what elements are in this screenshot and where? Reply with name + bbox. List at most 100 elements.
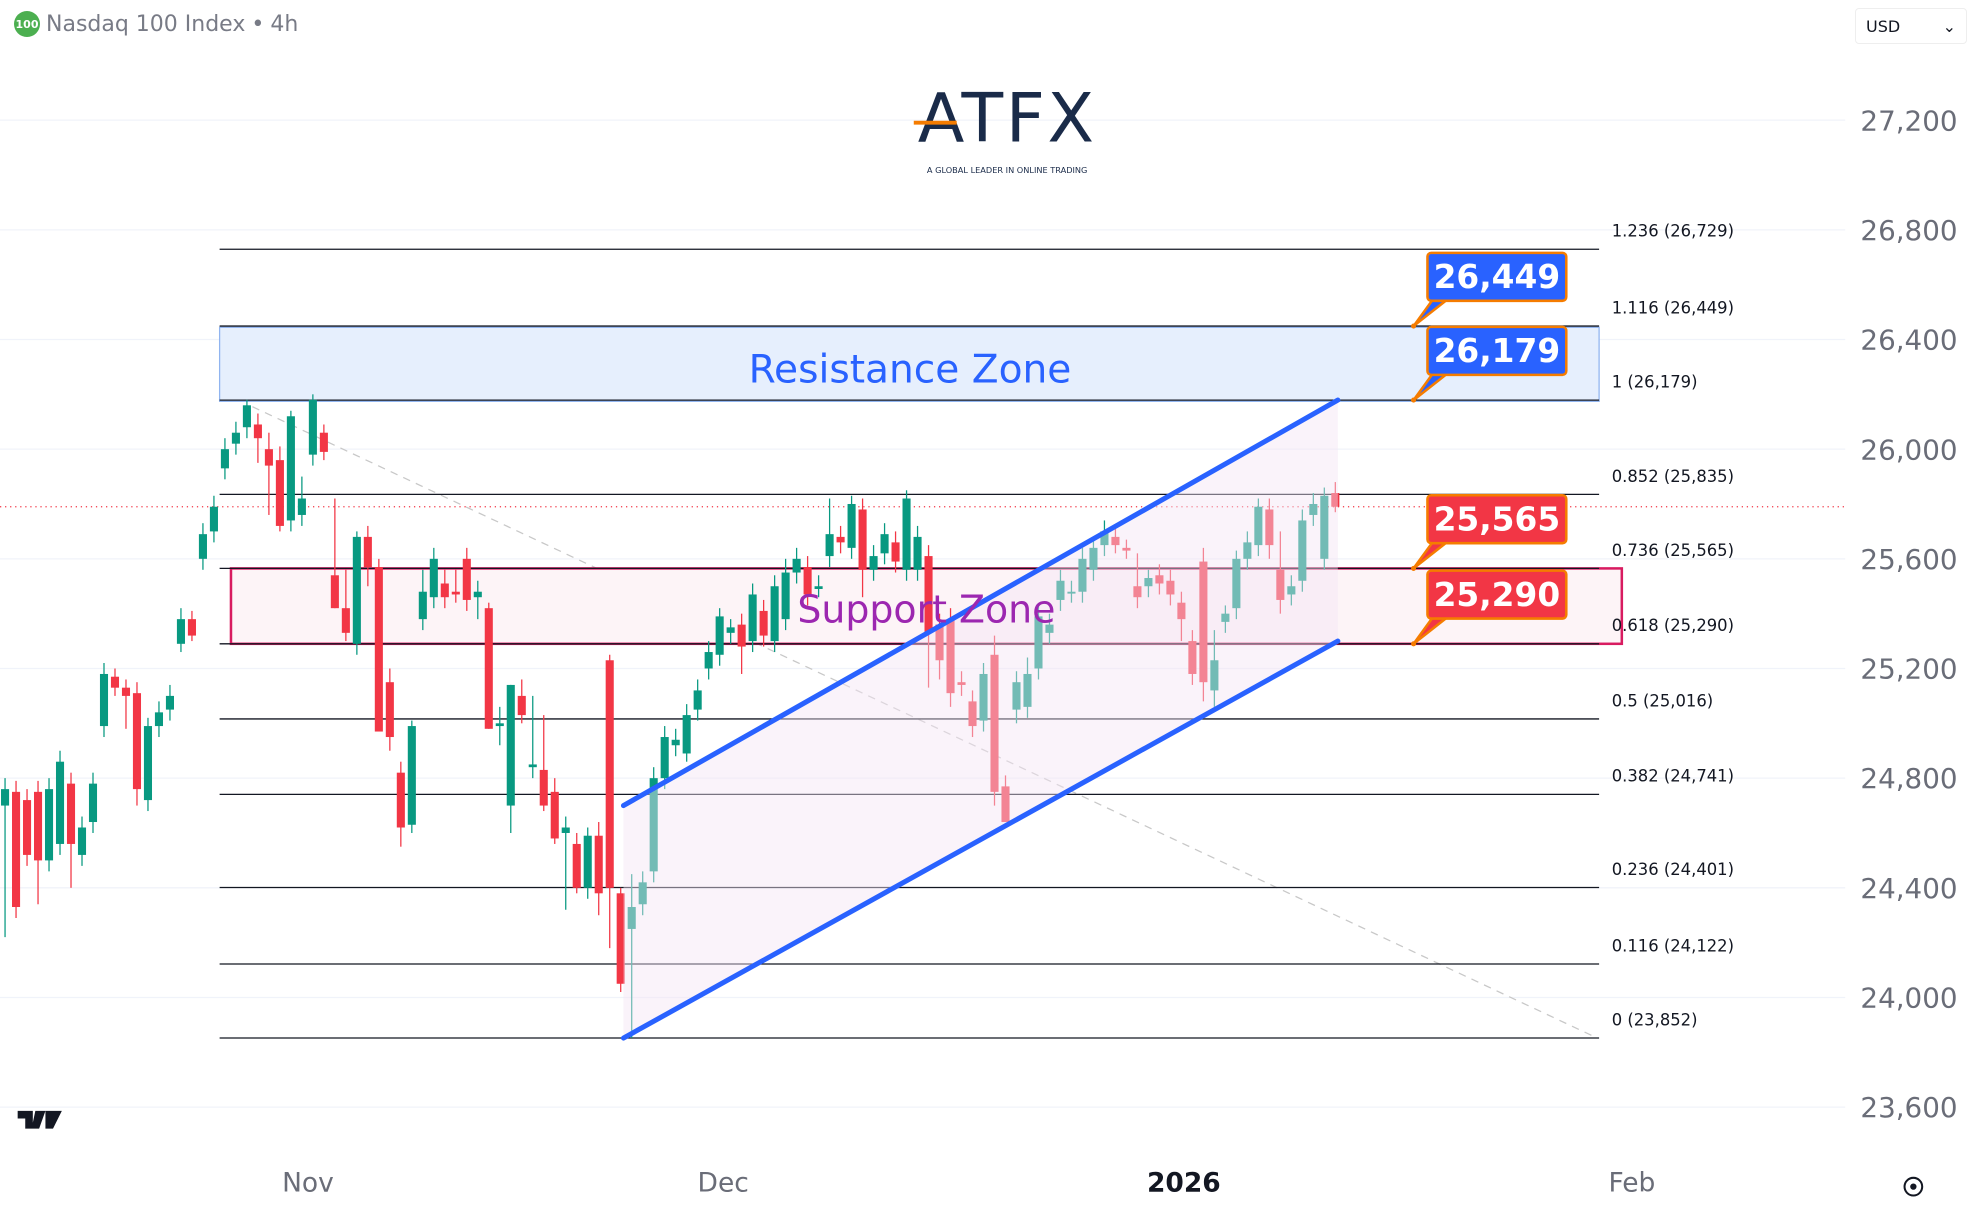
fib-label: 0.382 (24,741) [1612,767,1734,786]
candle-body [66,783,76,844]
price-callouts: 26,449 26,179 25,565 25,290 [1411,251,1568,647]
candle [792,547,801,584]
candle-body [682,715,691,754]
price-callout: 26,179 [1411,325,1568,403]
candle [1001,775,1010,823]
channel-upper-line [620,397,1341,809]
price-tick-label: 24,000 [1860,982,1957,1015]
candle-body [187,619,196,636]
candle [407,720,416,833]
candle-body [605,660,614,888]
price-callout: 26,449 [1411,251,1568,329]
candle [154,701,164,738]
candle [572,832,581,894]
candle [528,695,537,779]
candle-body [1100,531,1109,546]
candle-body [308,399,317,455]
candle [902,490,911,581]
candle-body [583,835,592,888]
candle [429,547,438,609]
candle [121,679,131,729]
candle-body [550,791,559,839]
symbol-header[interactable]: 100 Nasdaq 100 Index • 4h [14,11,298,37]
candle [1177,591,1186,642]
candle [1166,569,1175,606]
candle [264,432,273,515]
candle-body [759,610,768,636]
fib-label: 0.236 (24,401) [1612,860,1734,879]
candle-body [297,498,306,515]
candle [55,750,65,855]
candle-body [990,654,999,792]
candle-body [1298,520,1307,581]
candle-body [440,583,449,598]
candle [803,556,812,606]
candle [1023,657,1032,718]
candle-body [847,503,856,548]
ascending-channel[interactable] [620,397,1341,1041]
callout-value: 26,449 [1434,258,1561,296]
candle-body [473,591,482,598]
interval: 4h [270,11,299,37]
fib-label: 1.116 (26,449) [1612,298,1734,317]
candle [990,635,999,806]
fib-label: 0.852 (25,835) [1612,467,1734,486]
candle [704,641,713,680]
atfx-tagline: A GLOBAL LEADER IN ONLINE TRADING [927,165,1087,175]
candle [814,575,823,598]
candle-body [132,693,142,790]
candle [1,778,10,938]
candle-body [1089,547,1098,570]
support-zone-label: Support Zone [797,587,1055,631]
candle [924,545,933,688]
candle [1199,547,1208,702]
candle [1067,580,1076,603]
candle-body [737,624,746,647]
candle [517,679,526,724]
candle [451,569,460,603]
candle [319,424,328,461]
candle [1155,564,1164,595]
candle [682,704,691,762]
candle [495,706,504,746]
candle [583,827,592,899]
candle-body [1111,536,1120,546]
currency-value: USD [1866,16,1901,36]
time-axis[interactable]: Nov Dec 2026 Feb [282,1168,1655,1199]
separator: • [251,11,265,37]
candle-body [1199,561,1208,683]
price-axis[interactable]: 27,200 26,800 26,400 26,000 25,600 25,200 24,8… [1860,104,1957,1124]
candle-body [1001,786,1010,823]
candle-body [726,627,735,633]
candle-body [1188,641,1197,674]
candle [462,547,471,611]
candle [1045,613,1054,644]
price-tick-label: 25,200 [1860,653,1957,686]
candle-body [55,761,65,844]
candle [231,421,240,455]
price-tick-label: 25,600 [1860,543,1957,576]
candle [1254,498,1263,557]
tradingview-logo[interactable] [17,1110,62,1129]
candle [979,663,988,732]
candle [1034,605,1043,680]
candle-body [506,684,515,806]
candle-body [814,586,823,589]
candle [957,671,966,696]
candle [22,789,32,866]
candle [1298,509,1307,592]
callout-box [1426,251,1568,303]
callout-anchor [1411,641,1417,647]
candle-body [396,772,405,828]
candle-body [1067,591,1076,594]
currency-select[interactable]: USD ⌄ [1855,8,1967,44]
settings-target-icon[interactable] [1903,1176,1924,1197]
candle-body [1045,624,1054,633]
candle [858,498,867,598]
candle [660,726,669,790]
candle-body [1265,509,1274,546]
candle-body [792,558,801,573]
fib-label: 0.5 (25,016) [1612,691,1713,710]
candle-body [418,591,427,620]
